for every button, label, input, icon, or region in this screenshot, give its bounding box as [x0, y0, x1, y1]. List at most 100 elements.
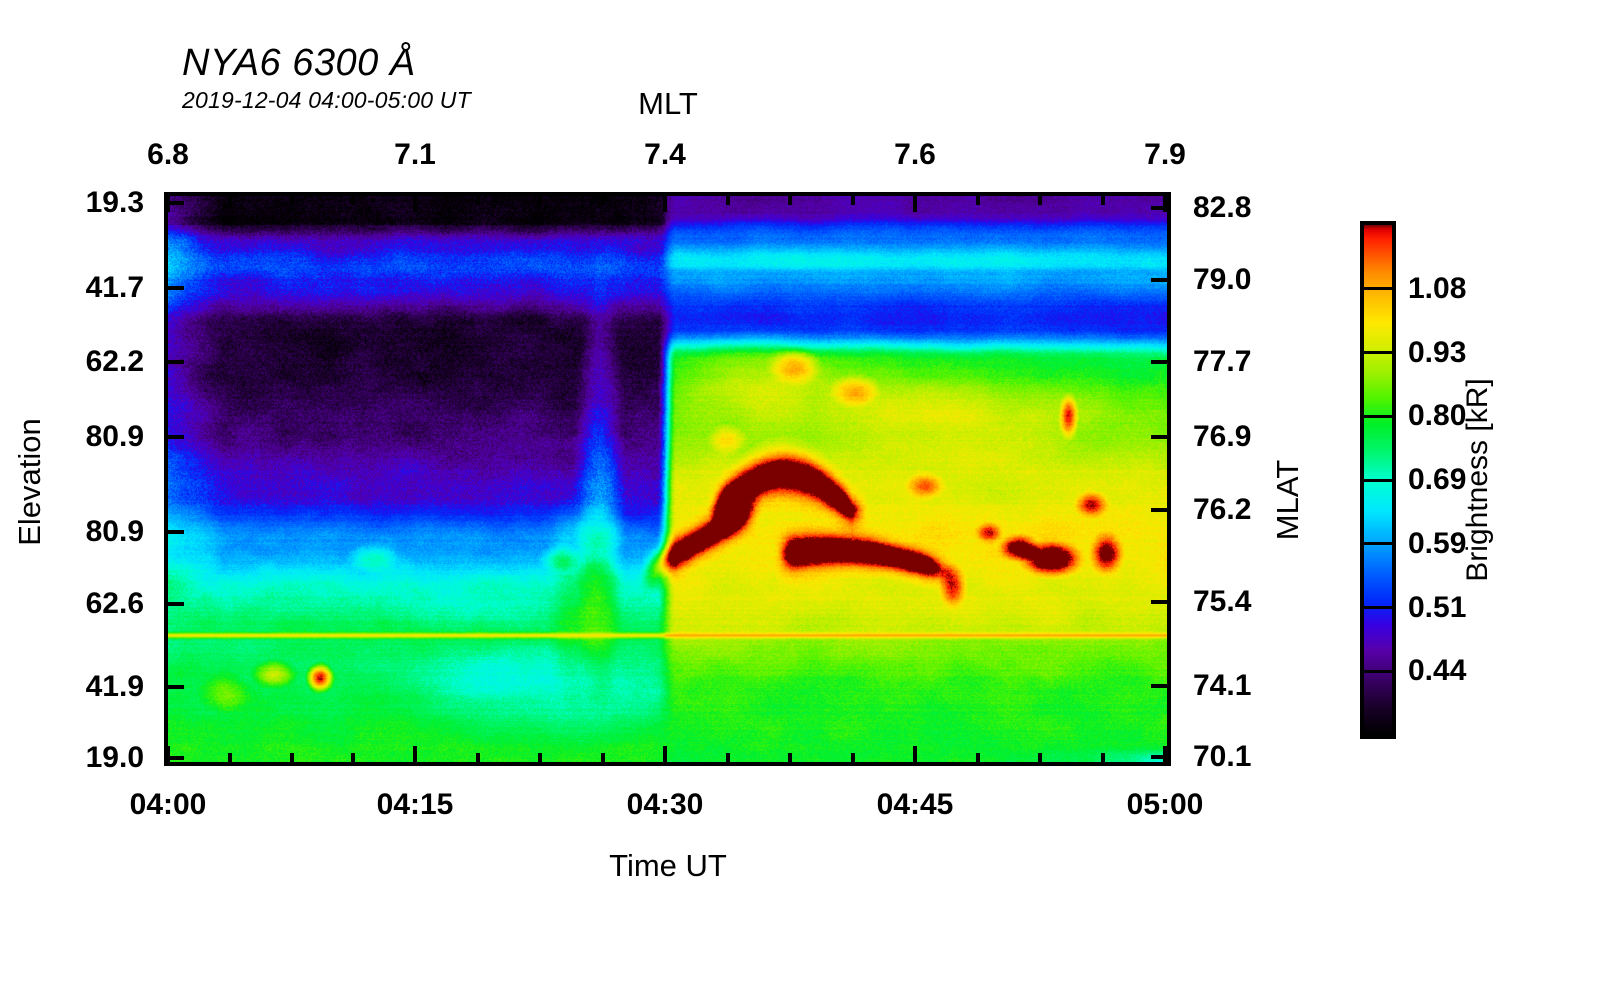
mlt-tick-label-2: 7.4: [644, 138, 686, 171]
colorbar-divider: [1364, 414, 1392, 418]
colorbar-divider: [1364, 478, 1392, 482]
time-major-tick: [1163, 746, 1167, 762]
page-title: NYA6 6300 Å: [182, 42, 416, 84]
plot-frame: [164, 192, 1171, 766]
mlat-tick-label-2: 77.7: [1193, 345, 1252, 378]
colorbar-tick-label-4: 0.59: [1408, 526, 1467, 560]
mlt-tick-label-1: 7.1: [394, 138, 436, 171]
colorbar-tick-label-6: 0.44: [1408, 654, 1467, 688]
elev-tick-label-1: 41.7: [85, 271, 144, 304]
mlt-tick-label-0: 6.8: [147, 138, 189, 171]
elevation-axis-title: Elevation: [12, 418, 47, 546]
elev-major-tick: [168, 286, 184, 290]
mlat-tick-label-5: 75.4: [1193, 585, 1252, 618]
elev-major-tick: [168, 602, 184, 606]
colorbar-tick-label-3: 0.69: [1408, 463, 1467, 496]
time-major-tick: [913, 746, 917, 762]
colorbar: 1.08 0.93 0.80 0.69 0.59 0.51 0.44: [1360, 221, 1466, 739]
time-minor-tick: [975, 753, 980, 762]
time-tick-label-4: 05:00: [1126, 788, 1204, 821]
mlat-major-tick: [1151, 278, 1167, 282]
elev-tick-label-0: 19.3: [85, 186, 144, 219]
time-minor-tick: [850, 753, 855, 762]
time-major-tick: [663, 746, 667, 762]
mlt-major-tick: [913, 196, 917, 212]
time-tick-label-2: 04:30: [626, 788, 704, 821]
mlt-minor-tick: [475, 196, 480, 205]
keogram-heatmap: [168, 196, 1167, 762]
mlat-axis-title: MLAT: [1270, 459, 1305, 541]
mlat-major-tick: [1151, 600, 1167, 604]
elev-tick-label-3: 80.9: [85, 420, 144, 453]
colorbar-divider: [1364, 606, 1392, 609]
mlat-tick-label-7: 70.1: [1193, 740, 1252, 773]
mlt-tick-label-4: 7.9: [1144, 138, 1186, 171]
time-minor-tick: [1038, 753, 1042, 762]
time-minor-tick: [788, 753, 792, 762]
colorbar-tick-label-5: 0.51: [1408, 590, 1467, 624]
mlat-major-tick: [1151, 435, 1167, 439]
time-minor-tick: [351, 753, 356, 762]
elev-tick-label-6: 41.9: [85, 670, 144, 703]
mlat-tick-label-0: 82.8: [1193, 191, 1252, 224]
colorbar-divider: [1364, 287, 1392, 291]
elev-major-tick: [168, 530, 184, 534]
mlt-minor-tick: [850, 196, 855, 205]
mlt-major-tick: [663, 196, 667, 212]
mlt-minor-tick: [788, 196, 792, 205]
time-minor-tick: [475, 753, 480, 762]
mlt-minor-tick: [1100, 196, 1105, 205]
elev-major-tick: [168, 685, 184, 689]
mlt-minor-tick: [975, 196, 980, 205]
mlt-major-tick: [1163, 196, 1167, 212]
elev-tick-label-2: 62.2: [85, 345, 144, 378]
mlt-minor-tick: [725, 196, 730, 205]
colorbar-tick-label-0: 1.08: [1408, 271, 1467, 305]
page-subtitle: 2019-12-04 04:00-05:00 UT: [182, 87, 471, 113]
time-minor-tick: [289, 753, 294, 762]
time-minor-tick: [725, 753, 730, 762]
time-tick-label-1: 04:15: [376, 788, 454, 821]
colorbar-divider: [1364, 669, 1392, 673]
mlat-major-tick: [1151, 206, 1167, 210]
time-minor-tick: [227, 753, 232, 762]
mlt-minor-tick: [289, 196, 294, 205]
mlat-tick-label-6: 74.1: [1193, 669, 1252, 702]
time-minor-tick: [538, 753, 542, 762]
mlt-minor-tick: [227, 196, 232, 205]
mlat-major-tick: [1151, 755, 1167, 759]
elev-tick-label-4: 80.9: [85, 515, 144, 548]
mlt-minor-tick: [538, 196, 542, 205]
elev-tick-label-7: 19.0: [85, 741, 144, 774]
mlt-minor-tick: [1038, 196, 1042, 205]
time-tick-label-0: 04:00: [129, 788, 207, 821]
mlat-tick-label-1: 79.0: [1193, 263, 1252, 296]
mlt-minor-tick: [351, 196, 356, 205]
elev-major-tick: [168, 360, 184, 364]
time-minor-tick: [600, 753, 605, 762]
elev-major-tick: [168, 435, 184, 439]
elev-tick-label-5: 62.6: [85, 587, 144, 620]
time-axis-title: Time UT: [609, 848, 727, 883]
mlt-tick-label-3: 7.6: [894, 138, 936, 171]
colorbar-divider: [1364, 542, 1392, 546]
mlat-major-tick: [1151, 684, 1167, 688]
colorbar-divider: [1364, 351, 1392, 354]
title-block: NYA6 6300 Å 2019-12-04 04:00-05:00 UT: [182, 42, 471, 114]
elev-major-tick: [168, 201, 184, 205]
mlt-axis-title: MLT: [638, 86, 698, 121]
time-major-tick: [413, 746, 417, 762]
mlt-major-tick: [413, 196, 417, 212]
colorbar-tick-label-2: 0.80: [1408, 399, 1467, 433]
time-major-tick: [166, 746, 170, 762]
time-minor-tick: [1100, 753, 1105, 762]
mlat-tick-label-4: 76.2: [1193, 493, 1252, 526]
time-tick-label-3: 04:45: [876, 788, 954, 821]
mlat-major-tick: [1151, 360, 1167, 364]
mlat-major-tick: [1151, 508, 1167, 512]
mlat-tick-label-3: 76.9: [1193, 420, 1252, 453]
elev-major-tick: [168, 756, 184, 760]
mlt-minor-tick: [600, 196, 605, 205]
colorbar-tick-label-1: 0.93: [1408, 335, 1467, 369]
